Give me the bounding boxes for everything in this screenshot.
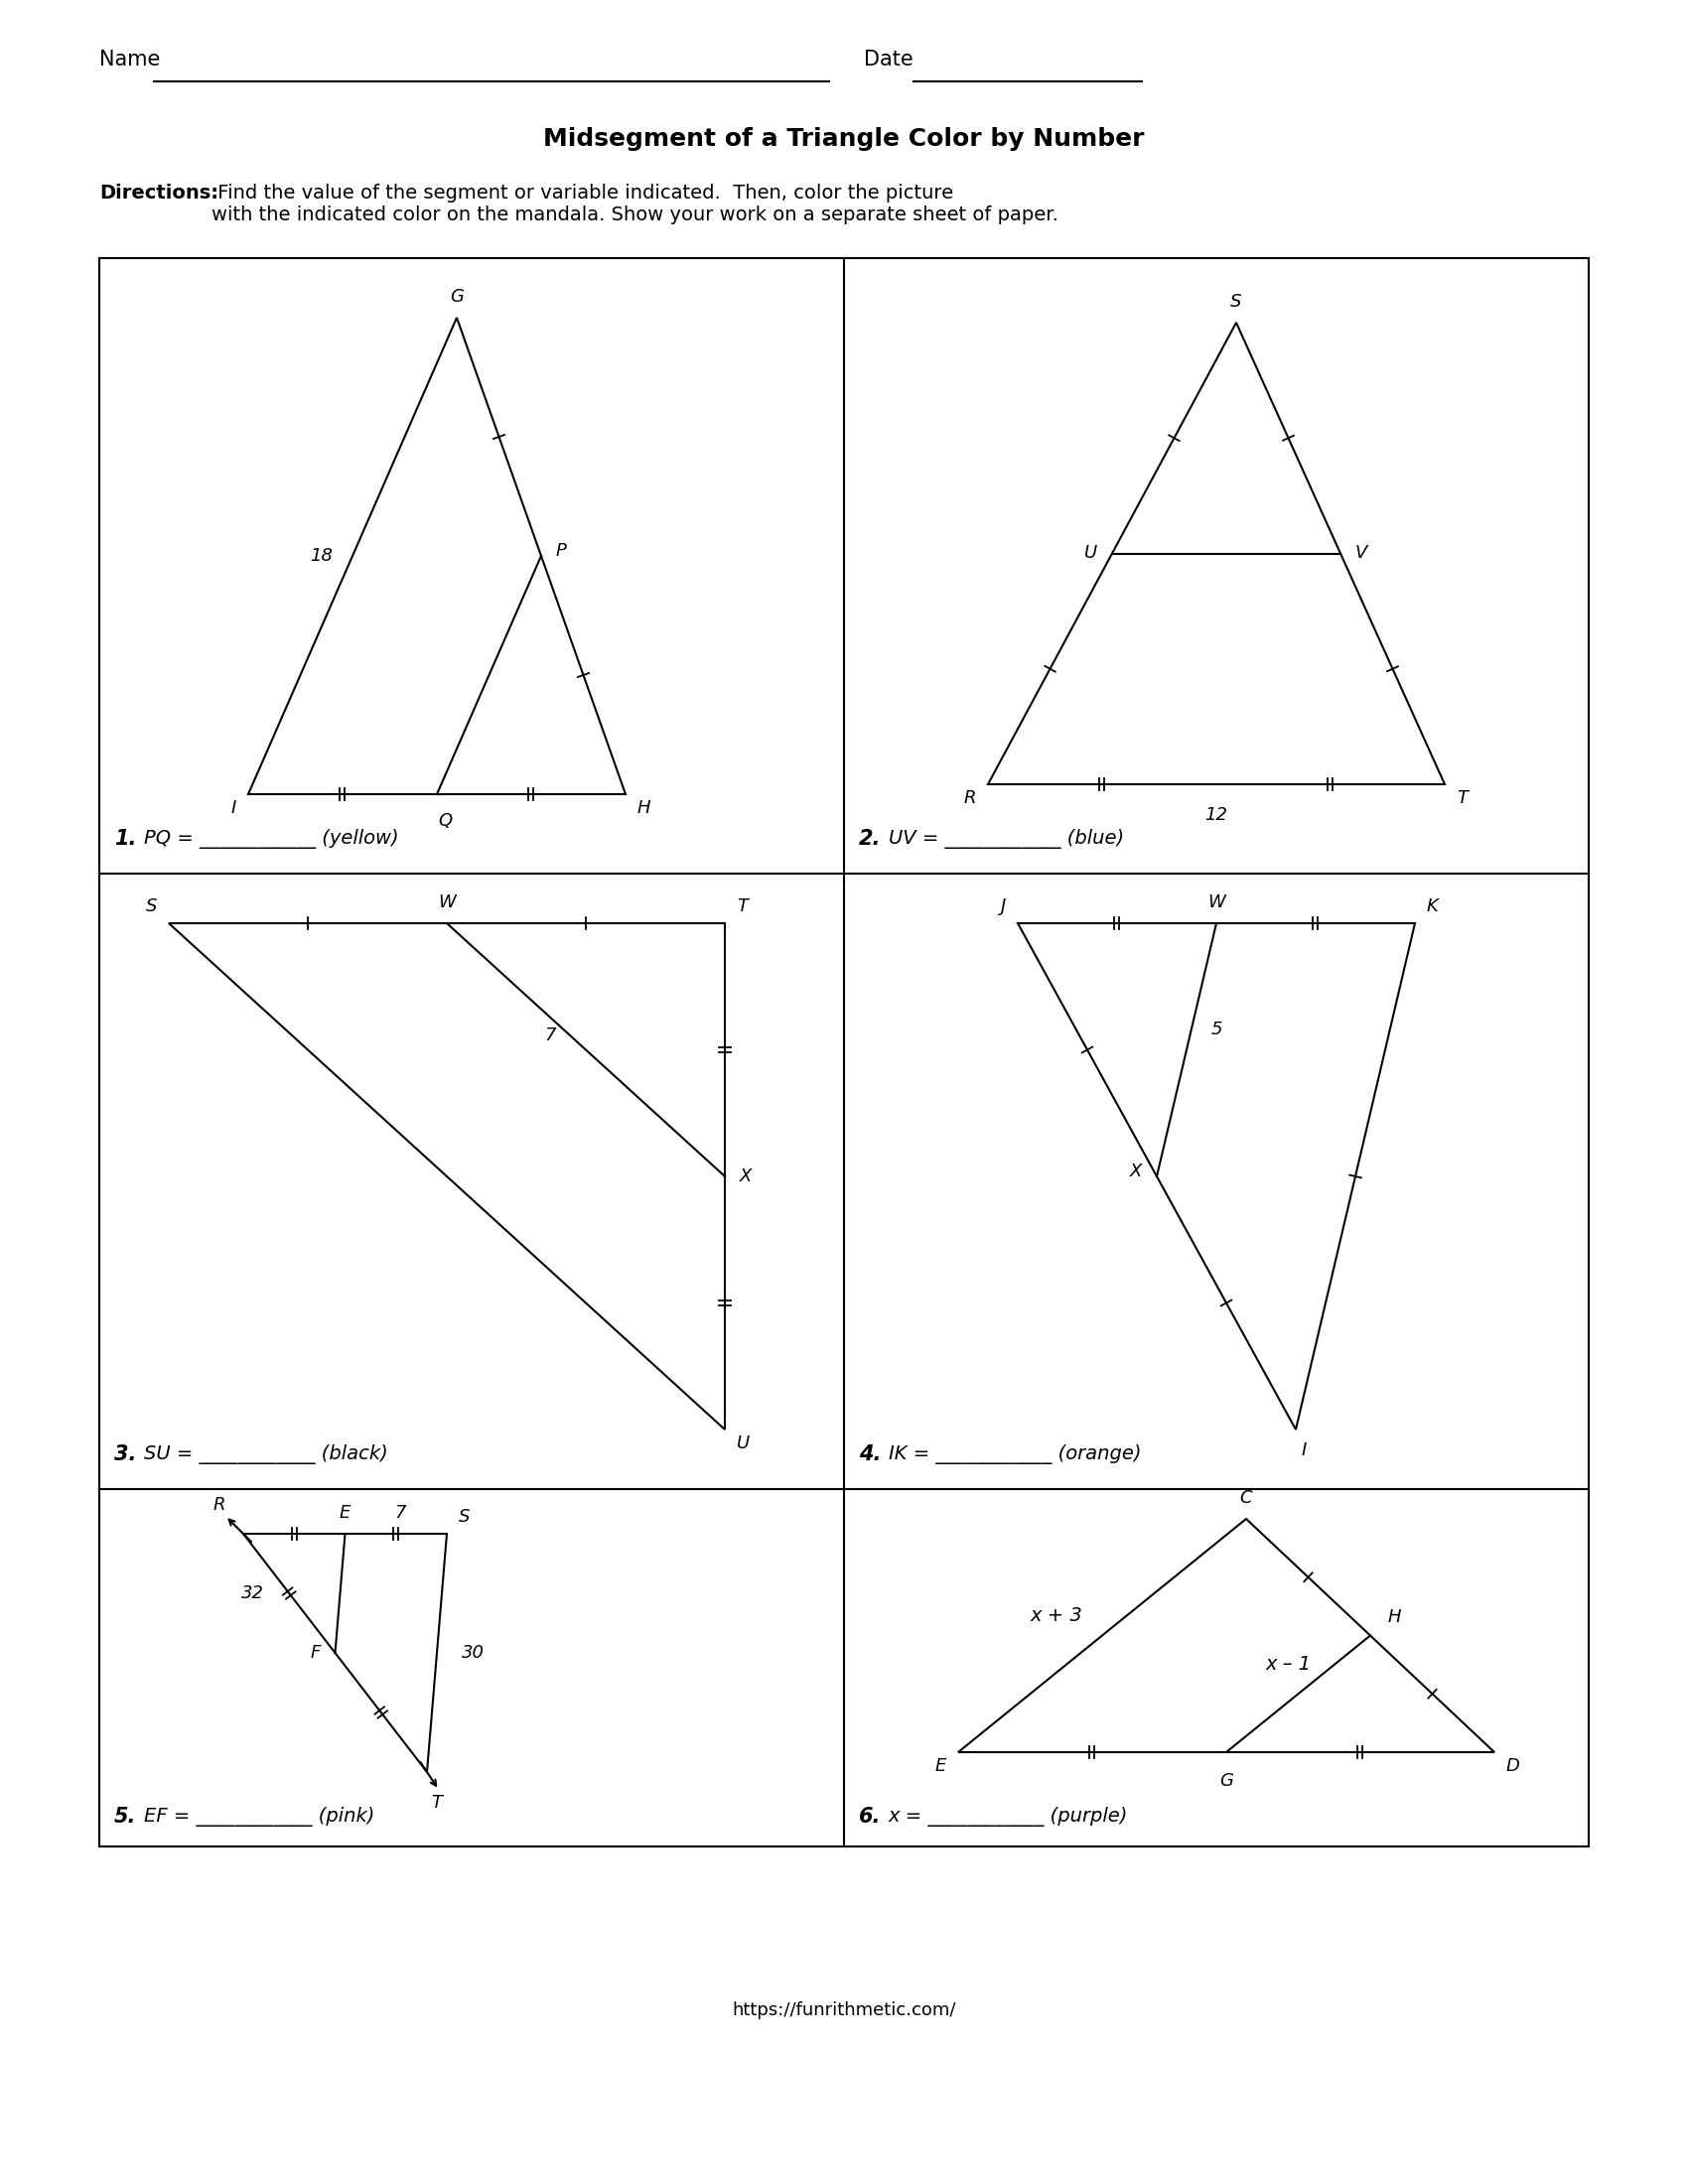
Text: E: E: [935, 1758, 947, 1776]
Text: 3.: 3.: [115, 1444, 137, 1463]
Text: D: D: [1506, 1758, 1521, 1776]
Text: 12: 12: [1205, 806, 1227, 823]
Text: X: X: [1129, 1162, 1141, 1179]
Text: Q: Q: [437, 812, 452, 830]
Text: 2.: 2.: [859, 830, 881, 850]
Text: H: H: [1388, 1607, 1401, 1625]
Text: 1.: 1.: [115, 830, 137, 850]
Text: T: T: [736, 898, 748, 915]
Text: I: I: [1301, 1441, 1307, 1459]
Text: 4.: 4.: [859, 1444, 881, 1463]
Text: 32: 32: [241, 1583, 265, 1603]
Text: 6.: 6.: [859, 1806, 881, 1826]
Text: PQ = ____________ (yellow): PQ = ____________ (yellow): [143, 830, 398, 850]
Text: Date: Date: [864, 50, 913, 70]
Text: R: R: [213, 1496, 226, 1514]
Text: S: S: [145, 898, 157, 915]
Text: W: W: [437, 893, 456, 911]
Text: 18: 18: [311, 546, 333, 566]
Text: R: R: [964, 788, 976, 808]
Text: P: P: [555, 542, 567, 559]
Text: Find the value of the segment or variable indicated.  Then, color the picture
wi: Find the value of the segment or variabl…: [211, 183, 1058, 225]
Text: U: U: [736, 1435, 749, 1452]
Text: SU = ____________ (black): SU = ____________ (black): [143, 1444, 388, 1463]
Text: 5.: 5.: [115, 1806, 137, 1826]
Text: G: G: [1219, 1771, 1234, 1791]
Text: 7: 7: [395, 1505, 407, 1522]
Text: Name: Name: [100, 50, 160, 70]
Text: W: W: [1207, 893, 1225, 911]
Text: J: J: [1001, 898, 1006, 915]
Text: Directions:: Directions:: [100, 183, 218, 203]
Text: 7: 7: [545, 1026, 555, 1044]
Text: K: K: [1426, 898, 1438, 915]
Text: x = ____________ (purple): x = ____________ (purple): [888, 1806, 1128, 1826]
Text: EF = ____________ (pink): EF = ____________ (pink): [143, 1806, 375, 1826]
Text: F: F: [311, 1645, 321, 1662]
Text: x + 3: x + 3: [1030, 1605, 1082, 1625]
Text: 30: 30: [463, 1645, 484, 1662]
Text: T: T: [432, 1793, 442, 1813]
Text: UV = ____________ (blue): UV = ____________ (blue): [888, 830, 1124, 850]
Text: U: U: [1084, 544, 1097, 561]
Text: T: T: [1457, 788, 1467, 808]
Text: E: E: [339, 1505, 351, 1522]
Text: H: H: [638, 799, 652, 817]
Text: S: S: [459, 1507, 469, 1527]
Text: X: X: [739, 1168, 753, 1186]
Text: 5: 5: [1212, 1022, 1222, 1040]
Text: C: C: [1241, 1489, 1252, 1507]
Text: I: I: [231, 799, 236, 817]
Text: Midsegment of a Triangle Color by Number: Midsegment of a Triangle Color by Number: [544, 127, 1144, 151]
Text: V: V: [1355, 544, 1367, 561]
Text: IK = ____________ (orange): IK = ____________ (orange): [888, 1444, 1141, 1463]
Text: S: S: [1231, 293, 1242, 310]
Text: G: G: [449, 288, 464, 306]
Text: https://funrithmetic.com/: https://funrithmetic.com/: [733, 2001, 955, 2020]
Text: x – 1: x – 1: [1266, 1655, 1312, 1673]
